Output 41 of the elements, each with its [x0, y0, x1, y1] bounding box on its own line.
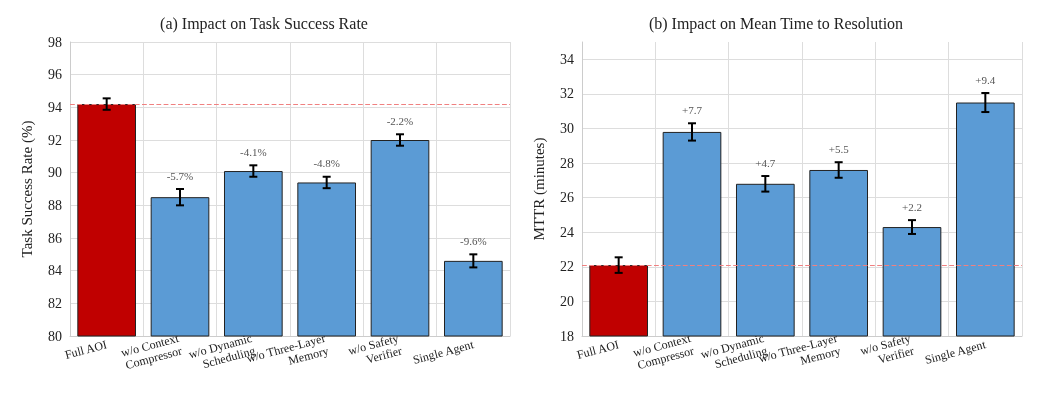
x-tick-label: w/o Context Compressor — [631, 330, 696, 373]
y-tick-label: 28 — [560, 155, 574, 171]
annotation: +7.7 — [682, 103, 703, 116]
y-tick-label: 98 — [48, 34, 62, 50]
annotation: -4.8% — [313, 157, 340, 170]
y-tick-label: 82 — [48, 295, 62, 311]
annotation: +4.7 — [755, 156, 776, 169]
y-tick-label: 80 — [48, 328, 62, 344]
annotation: -2.2% — [386, 114, 414, 127]
y-tick-label: 88 — [48, 197, 62, 213]
y-tick-label: 30 — [560, 120, 574, 136]
y-tick-label: 20 — [560, 293, 574, 309]
y-tick-label: 96 — [48, 67, 62, 83]
annotation: +5.5 — [828, 142, 850, 155]
y-tick-label: 92 — [48, 132, 62, 148]
x-tick-label: w/o Safety Verifier — [346, 330, 404, 367]
y-tick-label: 34 — [560, 51, 574, 67]
x-tick-label: Full AOI — [575, 337, 621, 362]
annotation: -9.6% — [460, 234, 487, 247]
x-tick-label: Single Agent — [411, 337, 476, 367]
annotation: +9.4 — [975, 73, 996, 86]
y-tick-label: 26 — [560, 190, 574, 206]
annotation: -5.7% — [166, 169, 194, 182]
annotation: +2.2 — [902, 200, 922, 213]
y-tick-label: 90 — [48, 165, 62, 181]
x-tick-label: Single Agent — [923, 337, 988, 367]
y-axis-title: MTTR (minutes) — [530, 137, 548, 241]
x-tick-label: Full AOI — [63, 337, 109, 362]
y-axis-title: Task Success Rate (%) — [18, 120, 36, 258]
y-tick-label: 18 — [560, 328, 574, 344]
y-tick-label: 22 — [560, 259, 574, 275]
annotation: -4.1% — [240, 145, 267, 158]
y-tick-label: 24 — [560, 224, 574, 240]
chart-title: (a) Impact on Task Success Rate — [160, 14, 368, 33]
y-tick-label: 86 — [48, 230, 62, 246]
x-tick-label: w/o Safety Verifier — [858, 330, 916, 367]
x-tick-label: w/o Context Compressor — [119, 330, 184, 373]
y-tick-label: 84 — [48, 263, 62, 279]
y-tick-label: 94 — [48, 99, 62, 115]
y-tick-label: 32 — [560, 86, 574, 102]
chart-title: (b) Impact on Mean Time to Resolution — [648, 14, 904, 33]
